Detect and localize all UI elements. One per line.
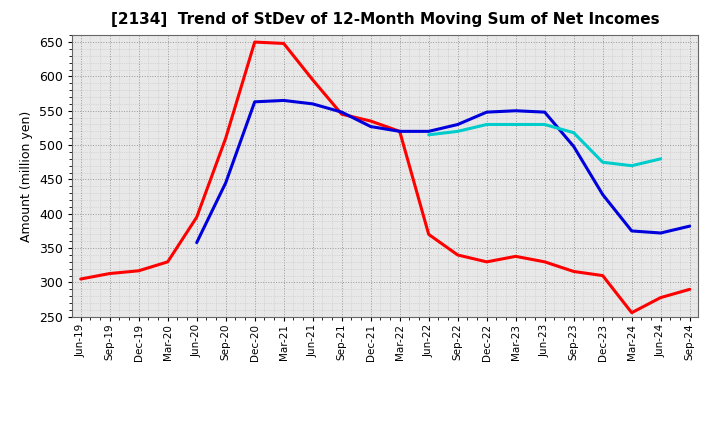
- 3 Years: [192, 215, 201, 220]
- Line: 5 Years: 5 Years: [197, 100, 690, 242]
- 5 Years: [192, 240, 201, 245]
- 3 Years: [570, 269, 578, 274]
- 3 Years: [511, 254, 520, 259]
- 3 Years: [105, 271, 114, 276]
- 5 Years: [598, 192, 607, 197]
- Line: 3 Years: 3 Years: [81, 42, 690, 313]
- 5 Years: [366, 124, 375, 129]
- 7 Years: [482, 122, 491, 127]
- 5 Years: [308, 101, 317, 106]
- 5 Years: [395, 129, 404, 134]
- 3 Years: [454, 253, 462, 258]
- 3 Years: [366, 118, 375, 124]
- 3 Years: [685, 287, 694, 292]
- 3 Years: [163, 259, 172, 264]
- 5 Years: [482, 110, 491, 115]
- 7 Years: [570, 130, 578, 136]
- 7 Years: [454, 129, 462, 134]
- 7 Years: [598, 160, 607, 165]
- 3 Years: [541, 259, 549, 264]
- 5 Years: [251, 99, 259, 104]
- 3 Years: [251, 40, 259, 45]
- 3 Years: [627, 310, 636, 315]
- 5 Years: [685, 224, 694, 229]
- 5 Years: [338, 110, 346, 115]
- 3 Years: [76, 276, 85, 282]
- 5 Years: [511, 108, 520, 114]
- 7 Years: [541, 122, 549, 127]
- 3 Years: [279, 41, 288, 46]
- Y-axis label: Amount (million yen): Amount (million yen): [20, 110, 33, 242]
- 5 Years: [221, 180, 230, 186]
- 5 Years: [570, 144, 578, 149]
- 3 Years: [424, 232, 433, 237]
- 5 Years: [454, 122, 462, 127]
- 3 Years: [308, 77, 317, 82]
- 3 Years: [221, 136, 230, 141]
- 3 Years: [657, 295, 665, 300]
- 5 Years: [657, 231, 665, 236]
- 7 Years: [511, 122, 520, 127]
- 5 Years: [424, 129, 433, 134]
- 7 Years: [627, 163, 636, 169]
- 7 Years: [424, 132, 433, 137]
- 3 Years: [338, 112, 346, 117]
- 3 Years: [135, 268, 143, 273]
- 5 Years: [279, 98, 288, 103]
- Title: [2134]  Trend of StDev of 12-Month Moving Sum of Net Incomes: [2134] Trend of StDev of 12-Month Moving…: [111, 12, 660, 27]
- 3 Years: [598, 273, 607, 278]
- Line: 7 Years: 7 Years: [428, 125, 661, 166]
- 7 Years: [657, 156, 665, 161]
- 5 Years: [541, 110, 549, 115]
- 3 Years: [482, 259, 491, 264]
- 5 Years: [627, 228, 636, 234]
- 3 Years: [395, 129, 404, 134]
